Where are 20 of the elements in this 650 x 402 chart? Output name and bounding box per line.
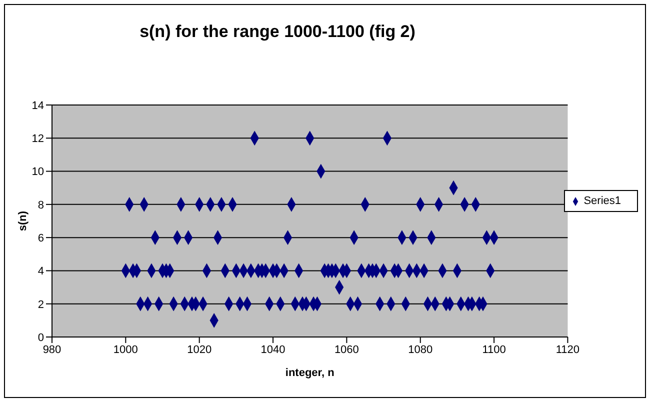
x-tick-label: 1020 <box>187 344 212 356</box>
x-tick-label: 1120 <box>556 344 580 356</box>
x-tick-label: 1080 <box>408 344 433 356</box>
x-tick-label: 1100 <box>482 344 506 356</box>
y-tick-label: 2 <box>38 298 44 311</box>
y-tick-label: 12 <box>32 133 44 146</box>
y-axis-title: s(n) <box>16 210 29 232</box>
x-tick-label: 1060 <box>334 344 359 356</box>
y-tick-label: 0 <box>38 332 44 344</box>
y-tick-label: 10 <box>32 166 44 178</box>
x-tick-label: 980 <box>42 344 62 356</box>
y-tick-label: 14 <box>32 100 44 112</box>
chart-title: s(n) for the range 1000-1100 (fig 2) <box>138 22 416 42</box>
y-tick-label: 4 <box>38 266 44 278</box>
x-tick-label: 1000 <box>113 344 138 356</box>
x-axis-title: integer, n <box>285 367 335 379</box>
y-tick-label: 6 <box>38 232 44 244</box>
x-tick-label: 1040 <box>260 344 286 356</box>
legend-label: Series1 <box>584 195 621 207</box>
y-tick-label: 8 <box>38 199 44 212</box>
